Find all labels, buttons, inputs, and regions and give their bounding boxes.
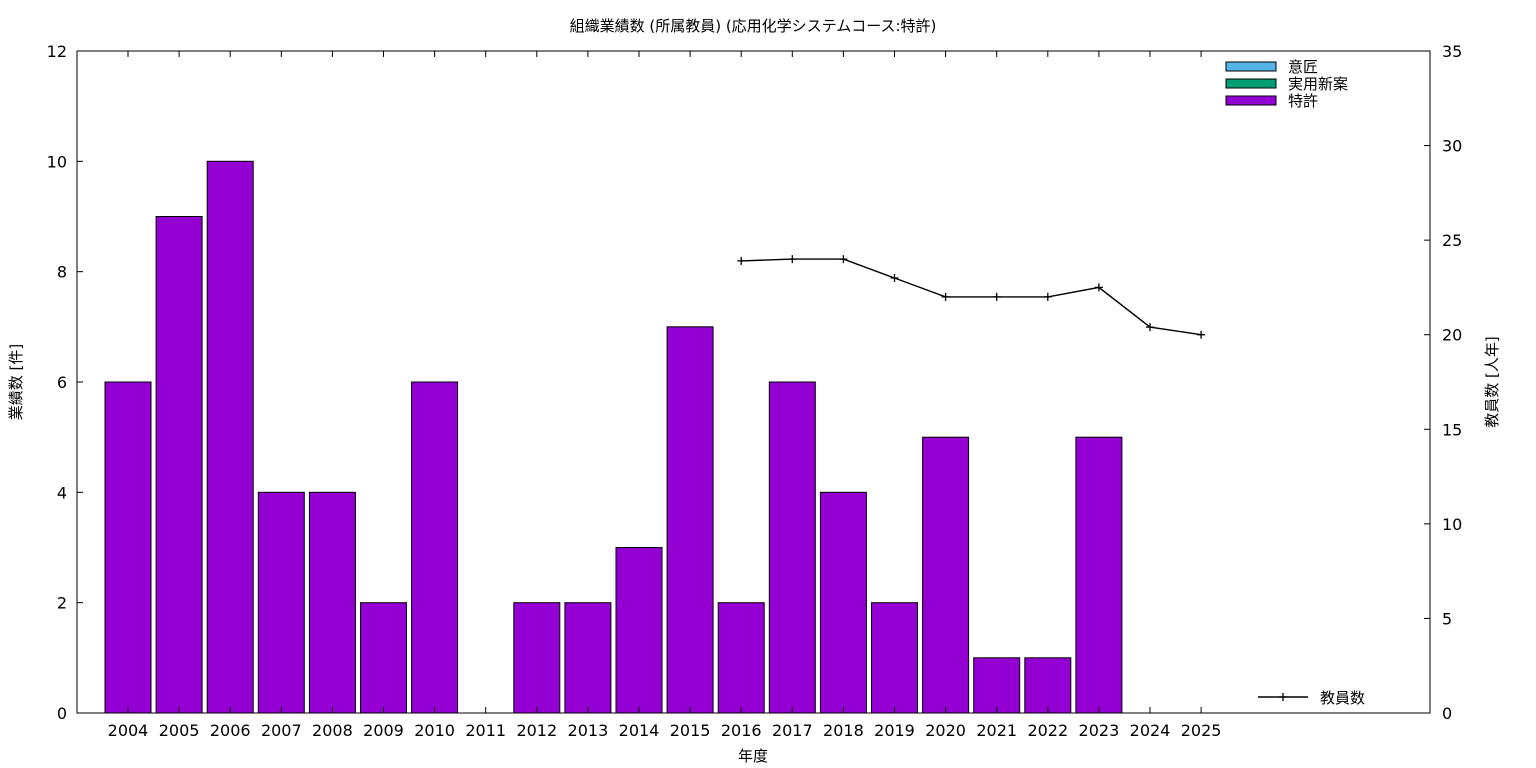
chart-title: 組織業績数 (所属教員) (応用化学システムコース:特許) [570, 17, 937, 35]
line-point-2019 [890, 274, 899, 282]
bars-layer [104, 160, 1123, 714]
line-layer [737, 255, 1206, 339]
x-tick-label-2004: 2004 [108, 721, 149, 740]
legend-swatch-2 [1225, 78, 1277, 89]
x-tick-label-2025: 2025 [1181, 721, 1222, 740]
legend-line-label: 教員数 [1320, 689, 1365, 707]
y2-tick-label-0: 0 [1442, 704, 1452, 723]
bar-2004-3 [104, 381, 152, 714]
x-tick-label-2006: 2006 [210, 721, 251, 740]
y2-tick-label-15: 15 [1442, 420, 1462, 439]
y2-tick-label-5: 5 [1442, 609, 1452, 628]
bar-2005-3 [155, 216, 203, 714]
bar-2006-3 [206, 160, 254, 714]
y-tick-label-2: 2 [57, 594, 67, 613]
legend-swatch-1 [1225, 61, 1277, 72]
y2-tick-label-20: 20 [1442, 326, 1462, 345]
x-tick-label-2022: 2022 [1027, 721, 1068, 740]
y-tick-label-4: 4 [57, 483, 67, 502]
line-teachers [741, 258, 1202, 336]
legend-label-3: 特許 [1288, 92, 1318, 110]
x-tick-label-2007: 2007 [261, 721, 302, 740]
line-point-2020 [941, 292, 950, 301]
bar-2016-3 [717, 602, 765, 714]
y-tick-label-0: 0 [57, 704, 67, 723]
bar-2010-3 [411, 381, 459, 714]
line-point-2016 [737, 256, 746, 265]
x-axis-label: 年度 [738, 747, 768, 765]
line-point-2018 [839, 255, 848, 264]
x-tick-label-2023: 2023 [1079, 721, 1120, 740]
x-tick-label-2010: 2010 [414, 721, 455, 740]
bar-2020-3 [922, 436, 970, 714]
x-tick-label-2017: 2017 [772, 721, 813, 740]
y2-tick-label-10: 10 [1442, 515, 1462, 534]
y-tick-label-10: 10 [47, 152, 67, 171]
legend-line-marker [1279, 693, 1287, 701]
bar-2014-3 [615, 547, 663, 714]
x-tick-label-2012: 2012 [516, 721, 557, 740]
bar-2021-3 [973, 657, 1021, 714]
x-tick-label-2014: 2014 [619, 721, 660, 740]
line-point-2022 [1043, 292, 1052, 301]
line-point-2023 [1094, 283, 1103, 292]
bar-2013-3 [564, 602, 612, 714]
line-point-2024 [1146, 323, 1154, 332]
y-axis-label: 業績数 [件] [7, 344, 25, 420]
bar-2022-3 [1024, 657, 1072, 714]
bar-2012-3 [513, 602, 561, 714]
line-point-2021 [992, 292, 1001, 301]
legend-swatch-3 [1225, 95, 1277, 106]
bar-2023-3 [1075, 436, 1123, 714]
x-tick-label-2021: 2021 [976, 721, 1017, 740]
bar-2019-3 [871, 602, 918, 714]
bar-2018-3 [819, 491, 867, 714]
y2-tick-label-30: 30 [1442, 137, 1462, 156]
x-tick-label-2018: 2018 [823, 721, 864, 740]
x-tick-label-2019: 2019 [874, 721, 915, 740]
x-tick-label-2005: 2005 [159, 721, 200, 740]
line-point-2017 [788, 255, 797, 264]
x-tick-label-2011: 2011 [465, 721, 506, 740]
y-tick-label-12: 12 [47, 42, 67, 61]
bar-2007-3 [257, 491, 305, 714]
x-tick-label-2009: 2009 [363, 721, 404, 740]
y-tick-label-8: 8 [57, 263, 67, 282]
x-tick-label-2015: 2015 [670, 721, 711, 740]
y2-axis-label: 教員数 [人年] [1483, 336, 1501, 427]
y2-tick-label-25: 25 [1442, 231, 1462, 250]
bar-2015-3 [666, 326, 714, 714]
bar-2017-3 [768, 381, 816, 714]
bar-2009-3 [360, 602, 407, 714]
x-tick-label-2020: 2020 [925, 721, 966, 740]
legend-label-2: 実用新案 [1288, 75, 1348, 93]
x-tick-label-2013: 2013 [568, 721, 609, 740]
bar-2008-3 [308, 491, 356, 714]
x-tick-label-2016: 2016 [721, 721, 762, 740]
legend-label-1: 意匠 [1288, 58, 1318, 76]
y-tick-label-6: 6 [57, 373, 67, 392]
y2-tick-label-35: 35 [1442, 42, 1462, 61]
x-tick-label-2008: 2008 [312, 721, 353, 740]
x-tick-label-2024: 2024 [1130, 721, 1171, 740]
line-point-2025 [1197, 330, 1206, 339]
